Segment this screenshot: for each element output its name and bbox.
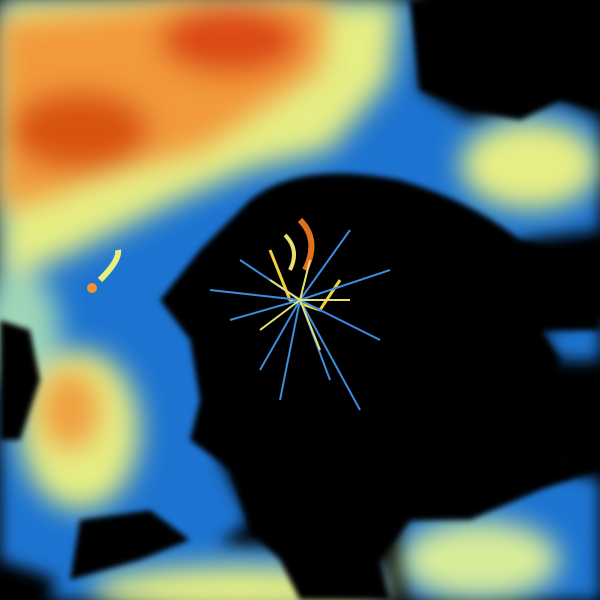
clutter <box>87 217 391 411</box>
strong-echo <box>0 0 330 450</box>
